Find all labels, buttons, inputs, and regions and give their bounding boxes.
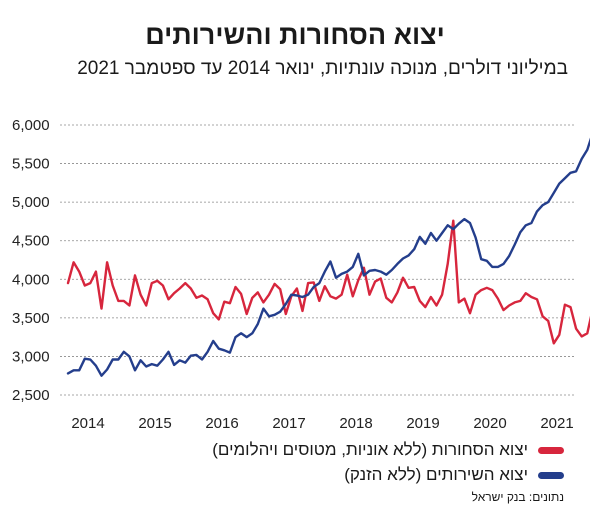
x-tick-label: 2017	[272, 415, 305, 432]
y-tick-label: 3,000	[12, 348, 50, 365]
y-tick-label: 4,000	[12, 271, 50, 288]
x-tick-label: 2019	[406, 415, 439, 432]
y-tick-label: 5,000	[12, 194, 50, 211]
chart-title: יצוא הסחורות והשירותים	[145, 20, 445, 50]
y-tick-label: 2,500	[12, 387, 50, 404]
x-tick-label: 2020	[473, 415, 506, 432]
x-tick-label: 2014	[71, 415, 104, 432]
y-tick-label: 6,000	[12, 117, 50, 134]
x-tick-label: 2015	[138, 415, 171, 432]
legend-swatch-services	[538, 471, 564, 479]
source-note: נתונים: בנק ישראל	[471, 490, 564, 504]
legend-item-goods: יצוא הסחורות (ללא אוניות, מטוסים ויהלומי…	[212, 440, 564, 460]
x-tick-label: 2018	[339, 415, 372, 432]
chart-subtitle: במיליוני דולרים, מנוכה עונתיות, ינואר 20…	[77, 58, 568, 79]
y-tick-label: 3,500	[12, 310, 50, 327]
legend-label-goods: יצוא הסחורות (ללא אוניות, מטוסים ויהלומי…	[212, 440, 528, 459]
legend-item-services: יצוא השירותים (ללא הזנק)	[344, 465, 564, 485]
series-line-services	[66, 137, 590, 377]
y-tick-label: 5,500	[12, 156, 50, 173]
legend-label-services: יצוא השירותים (ללא הזנק)	[344, 465, 528, 484]
y-tick-label: 4,500	[12, 233, 50, 250]
x-tick-label: 2016	[205, 415, 238, 432]
series-line-goods	[66, 219, 590, 345]
x-tick-label: 2021	[540, 415, 573, 432]
legend-swatch-goods	[538, 446, 564, 454]
